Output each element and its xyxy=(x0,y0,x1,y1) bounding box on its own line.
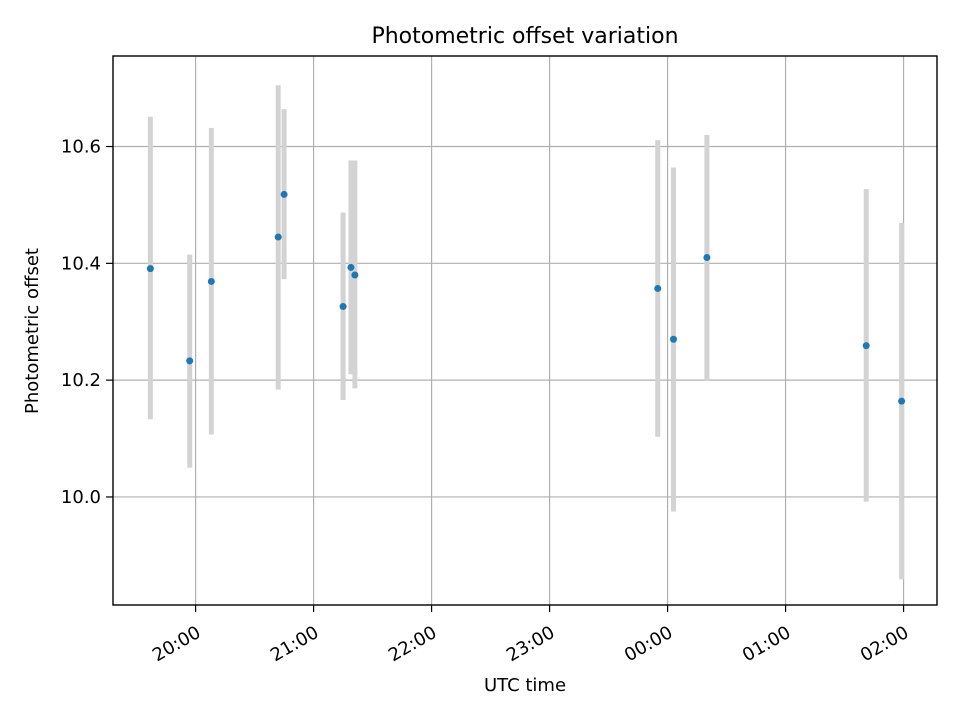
x-tick-label: 21:00 xyxy=(267,622,322,666)
data-point xyxy=(146,265,154,273)
x-tick-label: 02:00 xyxy=(857,622,912,666)
data-point xyxy=(898,397,906,405)
data-point xyxy=(703,253,711,261)
data-points xyxy=(146,190,906,405)
data-point xyxy=(862,342,870,350)
data-point xyxy=(207,277,215,285)
x-axis-label: UTC time xyxy=(484,675,566,696)
x-tick-label: 23:00 xyxy=(503,622,558,666)
x-axis-ticks: 20:00 21:00 22:00 23:00 00:00 01:00 02:00 xyxy=(149,605,912,666)
y-tick-label: 10.4 xyxy=(61,253,101,274)
data-point xyxy=(347,263,355,271)
data-point xyxy=(339,303,347,311)
x-tick-label: 01:00 xyxy=(739,622,794,666)
data-point xyxy=(669,335,677,343)
data-point xyxy=(280,190,288,198)
data-point xyxy=(186,357,194,365)
y-axis-ticks: 10.0 10.2 10.4 10.6 xyxy=(61,137,113,508)
plot-frame xyxy=(112,55,938,606)
data-point xyxy=(654,284,662,292)
y-axis-label: Photometric offset xyxy=(22,248,43,414)
errorbars xyxy=(147,85,905,580)
y-tick-label: 10.6 xyxy=(61,137,101,158)
chart-title: Photometric offset variation xyxy=(371,24,678,49)
data-point xyxy=(274,233,282,241)
x-tick-label: 20:00 xyxy=(149,622,204,666)
y-tick-label: 10.2 xyxy=(61,370,101,391)
x-tick-label: 22:00 xyxy=(385,622,440,666)
gridlines xyxy=(113,56,937,605)
data-point xyxy=(351,271,359,279)
x-tick-label: 00:00 xyxy=(621,622,676,666)
y-tick-label: 10.0 xyxy=(61,487,101,508)
